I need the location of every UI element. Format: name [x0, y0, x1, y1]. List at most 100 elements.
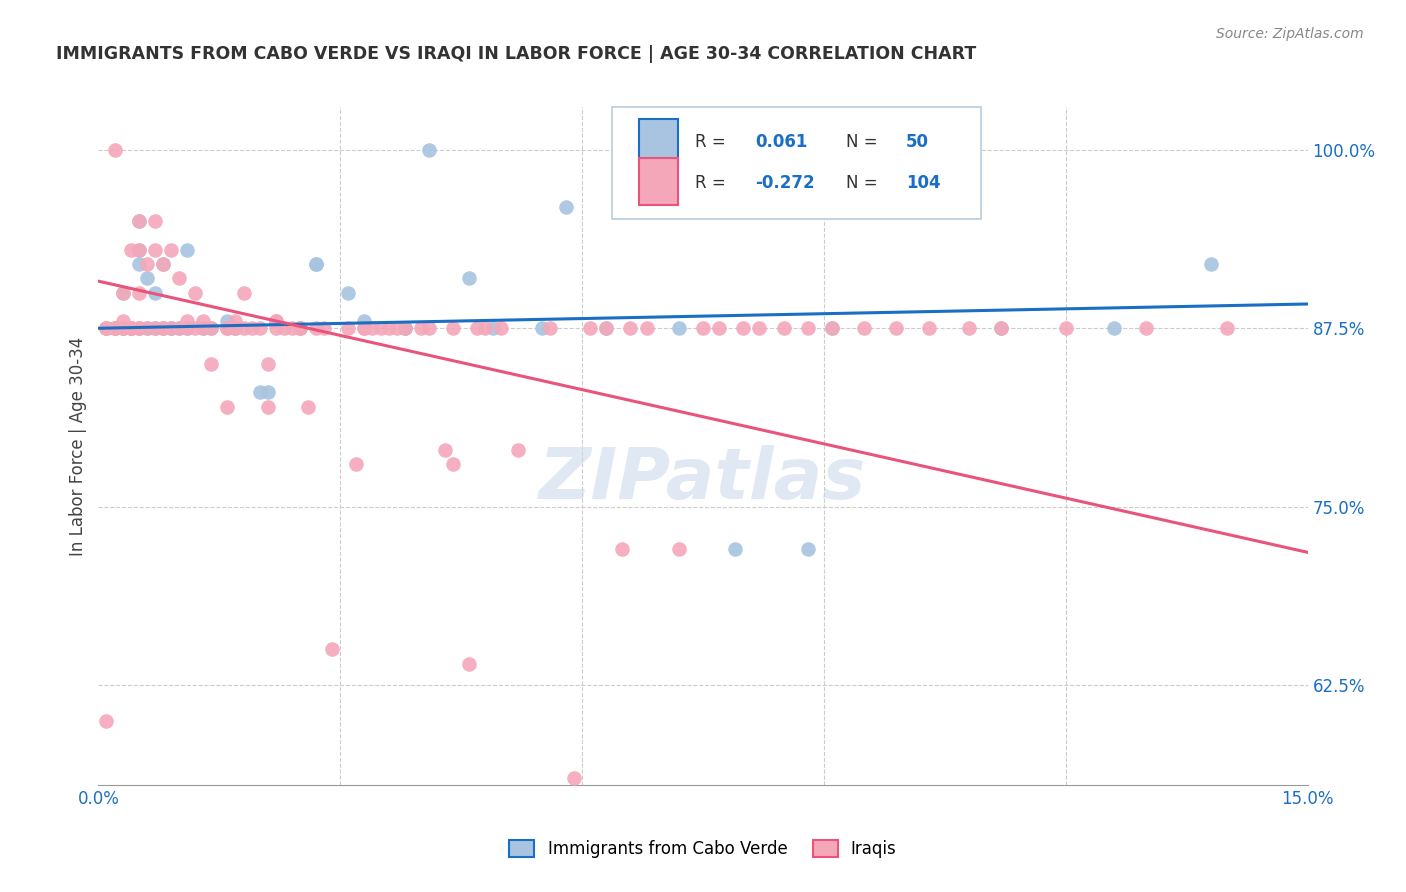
Point — [288, 321, 311, 335]
Point — [1135, 321, 1157, 335]
Text: N =: N = — [845, 133, 883, 152]
Point — [111, 321, 134, 335]
Point — [264, 321, 287, 335]
Text: R =: R = — [695, 133, 731, 152]
Point — [200, 357, 222, 371]
Point — [193, 321, 215, 335]
FancyBboxPatch shape — [613, 107, 981, 219]
Point — [256, 357, 278, 371]
Point — [160, 321, 183, 335]
Point — [305, 321, 328, 335]
Point — [264, 314, 287, 328]
Point — [668, 542, 690, 557]
Point — [724, 542, 747, 557]
Point — [377, 321, 399, 335]
Point — [111, 321, 134, 335]
Point — [418, 143, 440, 157]
Point — [797, 321, 820, 335]
Point — [128, 243, 150, 257]
Text: ZIPatlas: ZIPatlas — [540, 445, 866, 515]
Point — [538, 321, 561, 335]
Point — [152, 257, 174, 271]
Point — [128, 257, 150, 271]
Point — [217, 400, 239, 414]
Point — [96, 321, 118, 335]
Text: N =: N = — [845, 174, 883, 192]
Point — [103, 321, 125, 335]
Point — [370, 321, 392, 335]
Point — [394, 321, 416, 335]
Point — [256, 400, 278, 414]
Point — [152, 257, 174, 271]
Point — [120, 321, 142, 335]
Point — [273, 321, 295, 335]
Point — [167, 271, 190, 285]
Point — [321, 642, 343, 657]
Point — [143, 285, 166, 300]
Point — [111, 314, 134, 328]
Point — [264, 314, 287, 328]
Point — [579, 321, 602, 335]
Point — [167, 321, 190, 335]
Point — [1054, 321, 1077, 335]
Point — [217, 314, 239, 328]
Point — [128, 243, 150, 257]
Text: 50: 50 — [905, 133, 929, 152]
Legend: Immigrants from Cabo Verde, Iraqis: Immigrants from Cabo Verde, Iraqis — [503, 833, 903, 864]
Point — [1199, 257, 1222, 271]
Point — [120, 321, 142, 335]
Point — [619, 321, 641, 335]
Point — [111, 321, 134, 335]
Point — [224, 314, 246, 328]
Point — [797, 542, 820, 557]
Point — [232, 285, 254, 300]
Point — [143, 321, 166, 335]
Point — [337, 321, 360, 335]
Point — [595, 321, 617, 335]
Point — [692, 321, 714, 335]
Text: R =: R = — [695, 174, 731, 192]
Point — [733, 321, 755, 335]
Point — [990, 321, 1012, 335]
Point — [918, 321, 941, 335]
FancyBboxPatch shape — [638, 119, 678, 166]
Point — [120, 321, 142, 335]
Point — [111, 285, 134, 300]
Point — [344, 457, 367, 471]
Point — [135, 321, 157, 335]
Point — [143, 321, 166, 335]
Text: -0.272: -0.272 — [755, 174, 814, 192]
Point — [853, 321, 876, 335]
Point — [668, 321, 690, 335]
Point — [128, 214, 150, 228]
Point — [458, 271, 481, 285]
Point — [288, 321, 311, 335]
Point — [143, 243, 166, 257]
Point — [305, 257, 328, 271]
Point — [128, 321, 150, 335]
Point — [143, 214, 166, 228]
Point — [232, 321, 254, 335]
Point — [1102, 321, 1125, 335]
Point — [506, 442, 529, 457]
Point — [394, 321, 416, 335]
Point — [353, 314, 375, 328]
Point — [337, 285, 360, 300]
Point — [957, 321, 980, 335]
Point — [128, 285, 150, 300]
Point — [595, 321, 617, 335]
Point — [103, 143, 125, 157]
Point — [176, 314, 198, 328]
Point — [160, 321, 183, 335]
Point — [135, 271, 157, 285]
Point — [224, 321, 246, 335]
Point — [103, 321, 125, 335]
Point — [772, 321, 794, 335]
Point — [167, 321, 190, 335]
Point — [474, 321, 496, 335]
Point — [249, 385, 271, 400]
Point — [434, 442, 457, 457]
Y-axis label: In Labor Force | Age 30-34: In Labor Force | Age 30-34 — [69, 336, 87, 556]
Point — [184, 285, 207, 300]
Point — [160, 243, 183, 257]
